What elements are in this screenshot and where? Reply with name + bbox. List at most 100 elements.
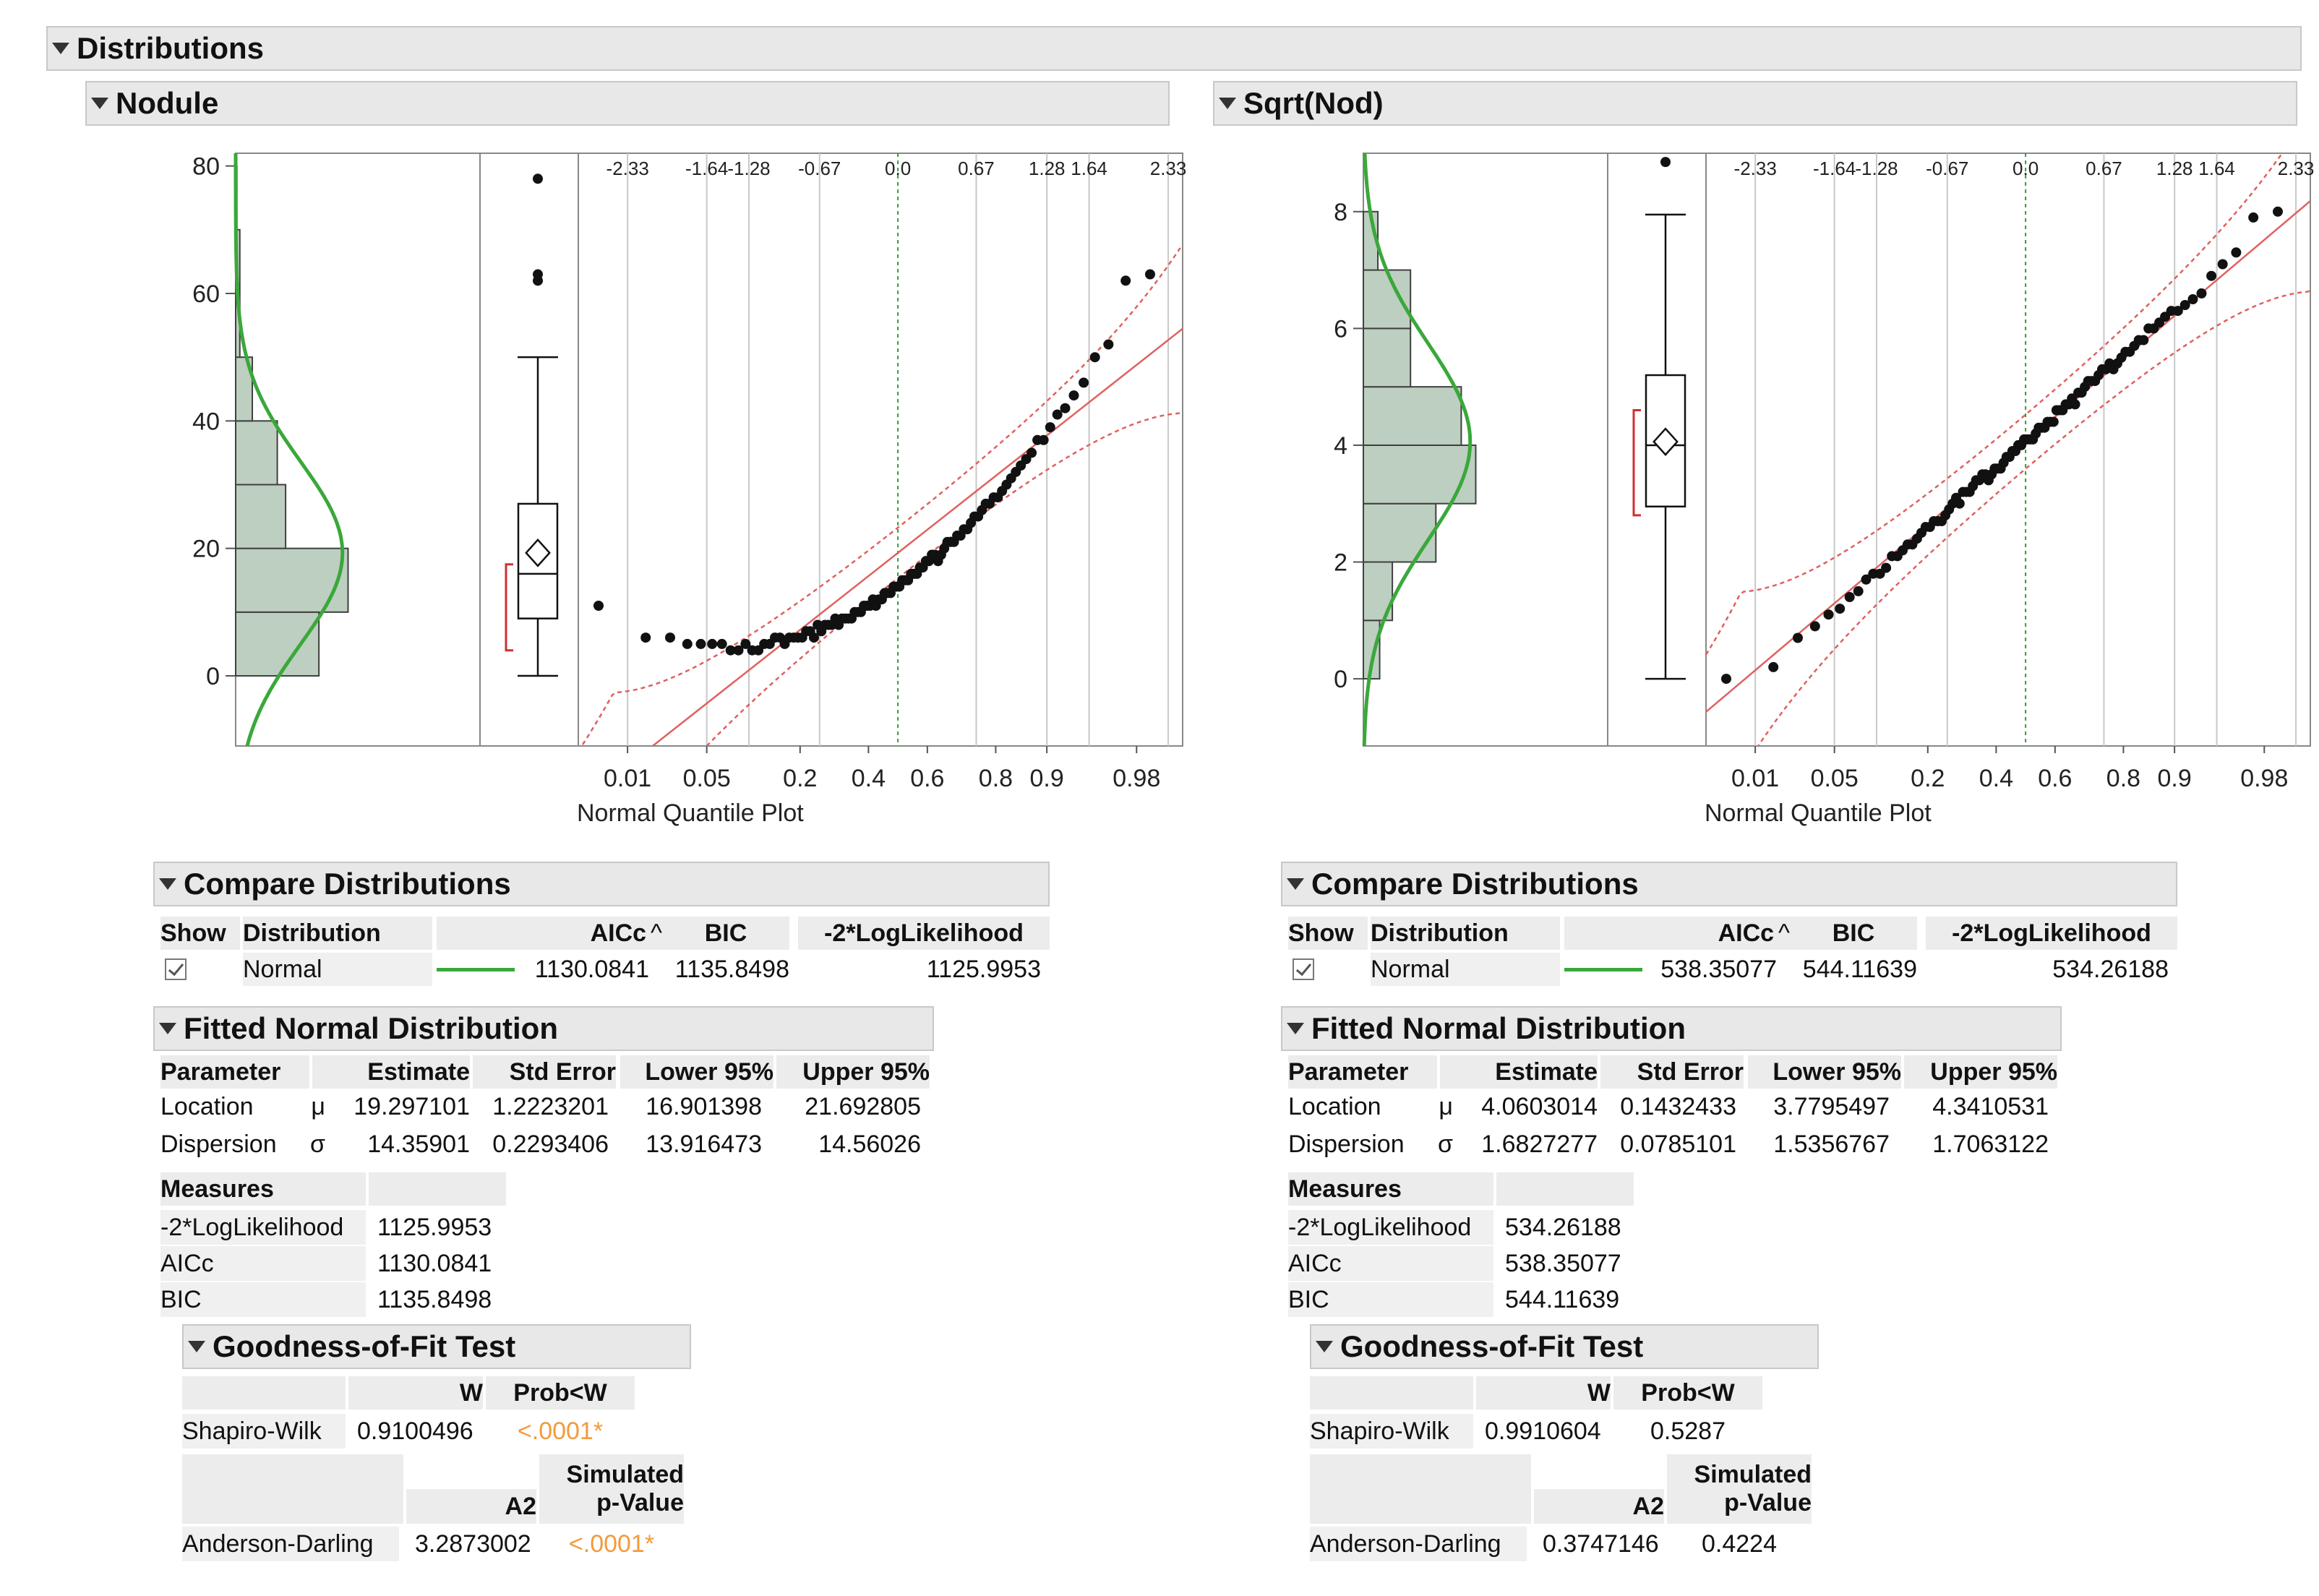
distribution-chart: 0 2 4 6 8 -2.33 -1.64 -1.28 -0.67 0.0 0.67 1.28 1.64…	[1334, 153, 2314, 827]
param-symbol: σ	[1438, 1130, 1453, 1158]
collapse-triangle-icon[interactable]	[1287, 878, 1304, 890]
checkbox-checked-icon[interactable]	[1293, 958, 1314, 980]
compare-distributions-header[interactable]: Compare Distributions	[1281, 862, 2177, 906]
prob-tick-label: 0.6	[910, 765, 944, 792]
pvalue-label: p-Value	[596, 1489, 684, 1516]
collapse-triangle-icon[interactable]	[1219, 98, 1236, 109]
stderr-value: 1.2223201	[492, 1092, 609, 1120]
y-tick-label: 0	[206, 663, 220, 690]
quantile-point	[740, 638, 751, 649]
quantile-tick-label: -2.33	[606, 158, 649, 179]
w-pvalue: 0.5287	[1650, 1417, 1726, 1445]
header-sim-pvalue: Simulated p-Value	[539, 1454, 684, 1524]
collapse-triangle-icon[interactable]	[52, 43, 69, 54]
header-upper-95: Upper 95%	[776, 1055, 930, 1089]
fitted-normal-header[interactable]: Fitted Normal Distribution	[1281, 1006, 2062, 1051]
measure-label: -2*LogLikelihood	[1288, 1210, 1493, 1245]
prob-tick-label: 0.9	[2158, 765, 2192, 792]
distribution-chart: 0 20 40 60 80 -2.33 -1.64 -1.28 -0.67 0.0 0.67 1.28…	[192, 153, 1186, 827]
prob-tick-label: 0.01	[1731, 765, 1779, 792]
shortest-half-bracket	[505, 563, 513, 652]
compare-distributions-header[interactable]: Compare Distributions	[153, 862, 1050, 906]
header-std-error: Std Error	[473, 1055, 616, 1089]
measure-value: 1130.0841	[377, 1249, 492, 1277]
quantile-tick-label: -2.33	[1734, 158, 1777, 179]
header-sim-pvalue: Simulated p-Value	[1667, 1454, 1812, 1524]
collapse-triangle-icon[interactable]	[91, 98, 108, 109]
checkbox-checked-icon[interactable]	[165, 958, 187, 980]
loglik-value: 1125.9953	[926, 955, 1041, 983]
upper-value: 1.7063122	[1932, 1130, 2049, 1158]
measure-label: AICc	[1288, 1246, 1493, 1281]
section-title: Compare Distributions	[184, 867, 511, 901]
histogram-bar	[235, 547, 349, 613]
stderr-value: 0.0785101	[1620, 1130, 1736, 1158]
bic-value: 544.11639	[1802, 955, 1917, 983]
shapiro-wilk-label: Shapiro-Wilk	[182, 1414, 346, 1449]
gof-header[interactable]: Goodness-of-Fit Test	[182, 1324, 691, 1369]
header-aicc[interactable]: AICc ^	[519, 917, 662, 950]
mean-diamond	[1653, 427, 1679, 456]
measures-header: Measures	[1288, 1172, 1493, 1206]
header-lower-95: Lower 95%	[1748, 1055, 1901, 1089]
quantile-tick-label: 0.67	[958, 158, 995, 179]
distributions-header[interactable]: Distributions	[46, 26, 2302, 71]
gof-blank	[182, 1454, 403, 1524]
pvalue-label: p-Value	[1724, 1489, 1812, 1516]
header-a2: A2	[406, 1489, 536, 1524]
param-symbol: μ	[1439, 1092, 1453, 1120]
fitted-normal-header[interactable]: Fitted Normal Distribution	[153, 1006, 934, 1051]
show-checkbox[interactable]	[1288, 953, 1368, 986]
anderson-darling-label: Anderson-Darling	[182, 1527, 399, 1561]
quantile-point	[733, 645, 744, 656]
outlier-point	[533, 173, 543, 184]
collapse-triangle-icon[interactable]	[159, 1023, 176, 1034]
measure-label: BIC	[160, 1282, 366, 1317]
distribution-name: Normal	[1371, 953, 1560, 986]
header-aicc[interactable]: AICc ^	[1647, 917, 1790, 950]
legend-line-icon	[437, 967, 515, 971]
sort-asc-icon: ^	[1778, 919, 1790, 947]
a2-pvalue: <.0001*	[568, 1530, 655, 1558]
quantile-point	[2196, 288, 2207, 299]
collapse-triangle-icon[interactable]	[188, 1341, 205, 1352]
quantile-plot-area	[580, 244, 1183, 746]
quantile-point	[665, 632, 675, 643]
legend-line-icon	[437, 953, 519, 986]
y-tick-label: 80	[192, 153, 220, 181]
y-tick-label: 2	[1334, 549, 1347, 577]
header-w: W	[348, 1376, 483, 1410]
quantile-tick-label: -0.67	[1926, 158, 1968, 179]
quantile-tick-label: 1.28	[1029, 158, 1066, 179]
panel-header[interactable]: Nodule	[85, 81, 1170, 126]
quantile-point	[695, 638, 706, 649]
collapse-triangle-icon[interactable]	[159, 878, 176, 890]
w-value: 0.9910604	[1485, 1417, 1601, 1445]
gof-blank	[182, 1376, 346, 1410]
collapse-triangle-icon[interactable]	[1287, 1023, 1304, 1034]
mean-diamond	[525, 538, 551, 567]
outlier-point	[533, 269, 543, 280]
quantile-point	[1844, 592, 1855, 602]
collapse-triangle-icon[interactable]	[1316, 1341, 1333, 1352]
prob-tick-label: 0.2	[1911, 765, 1945, 792]
y-tick-label: 40	[192, 408, 220, 435]
measure-value: 538.35077	[1505, 1249, 1621, 1277]
upper-value: 21.692805	[805, 1092, 921, 1120]
a2-value: 0.3747146	[1543, 1530, 1659, 1558]
prob-tick-label: 0.6	[2038, 765, 2072, 792]
confidence-band	[1706, 153, 2284, 656]
quantile-point	[640, 632, 651, 643]
lower-value: 13.916473	[646, 1130, 762, 1158]
gof-header[interactable]: Goodness-of-Fit Test	[1310, 1324, 1819, 1369]
quantile-tick-label: 0.0	[2012, 158, 2039, 179]
quantile-point	[725, 645, 736, 656]
panel-header[interactable]: Sqrt(Nod)	[1213, 81, 2297, 126]
show-checkbox[interactable]	[160, 953, 240, 986]
confidence-band	[1757, 290, 2310, 746]
header-parameter: Parameter	[1288, 1055, 1437, 1089]
param-name: Location	[1288, 1092, 1381, 1120]
quantile-tick-label: -1.64	[1813, 158, 1856, 179]
header-upper-95: Upper 95%	[1904, 1055, 2057, 1089]
quantile-tick-label: 1.64	[2198, 158, 2235, 179]
